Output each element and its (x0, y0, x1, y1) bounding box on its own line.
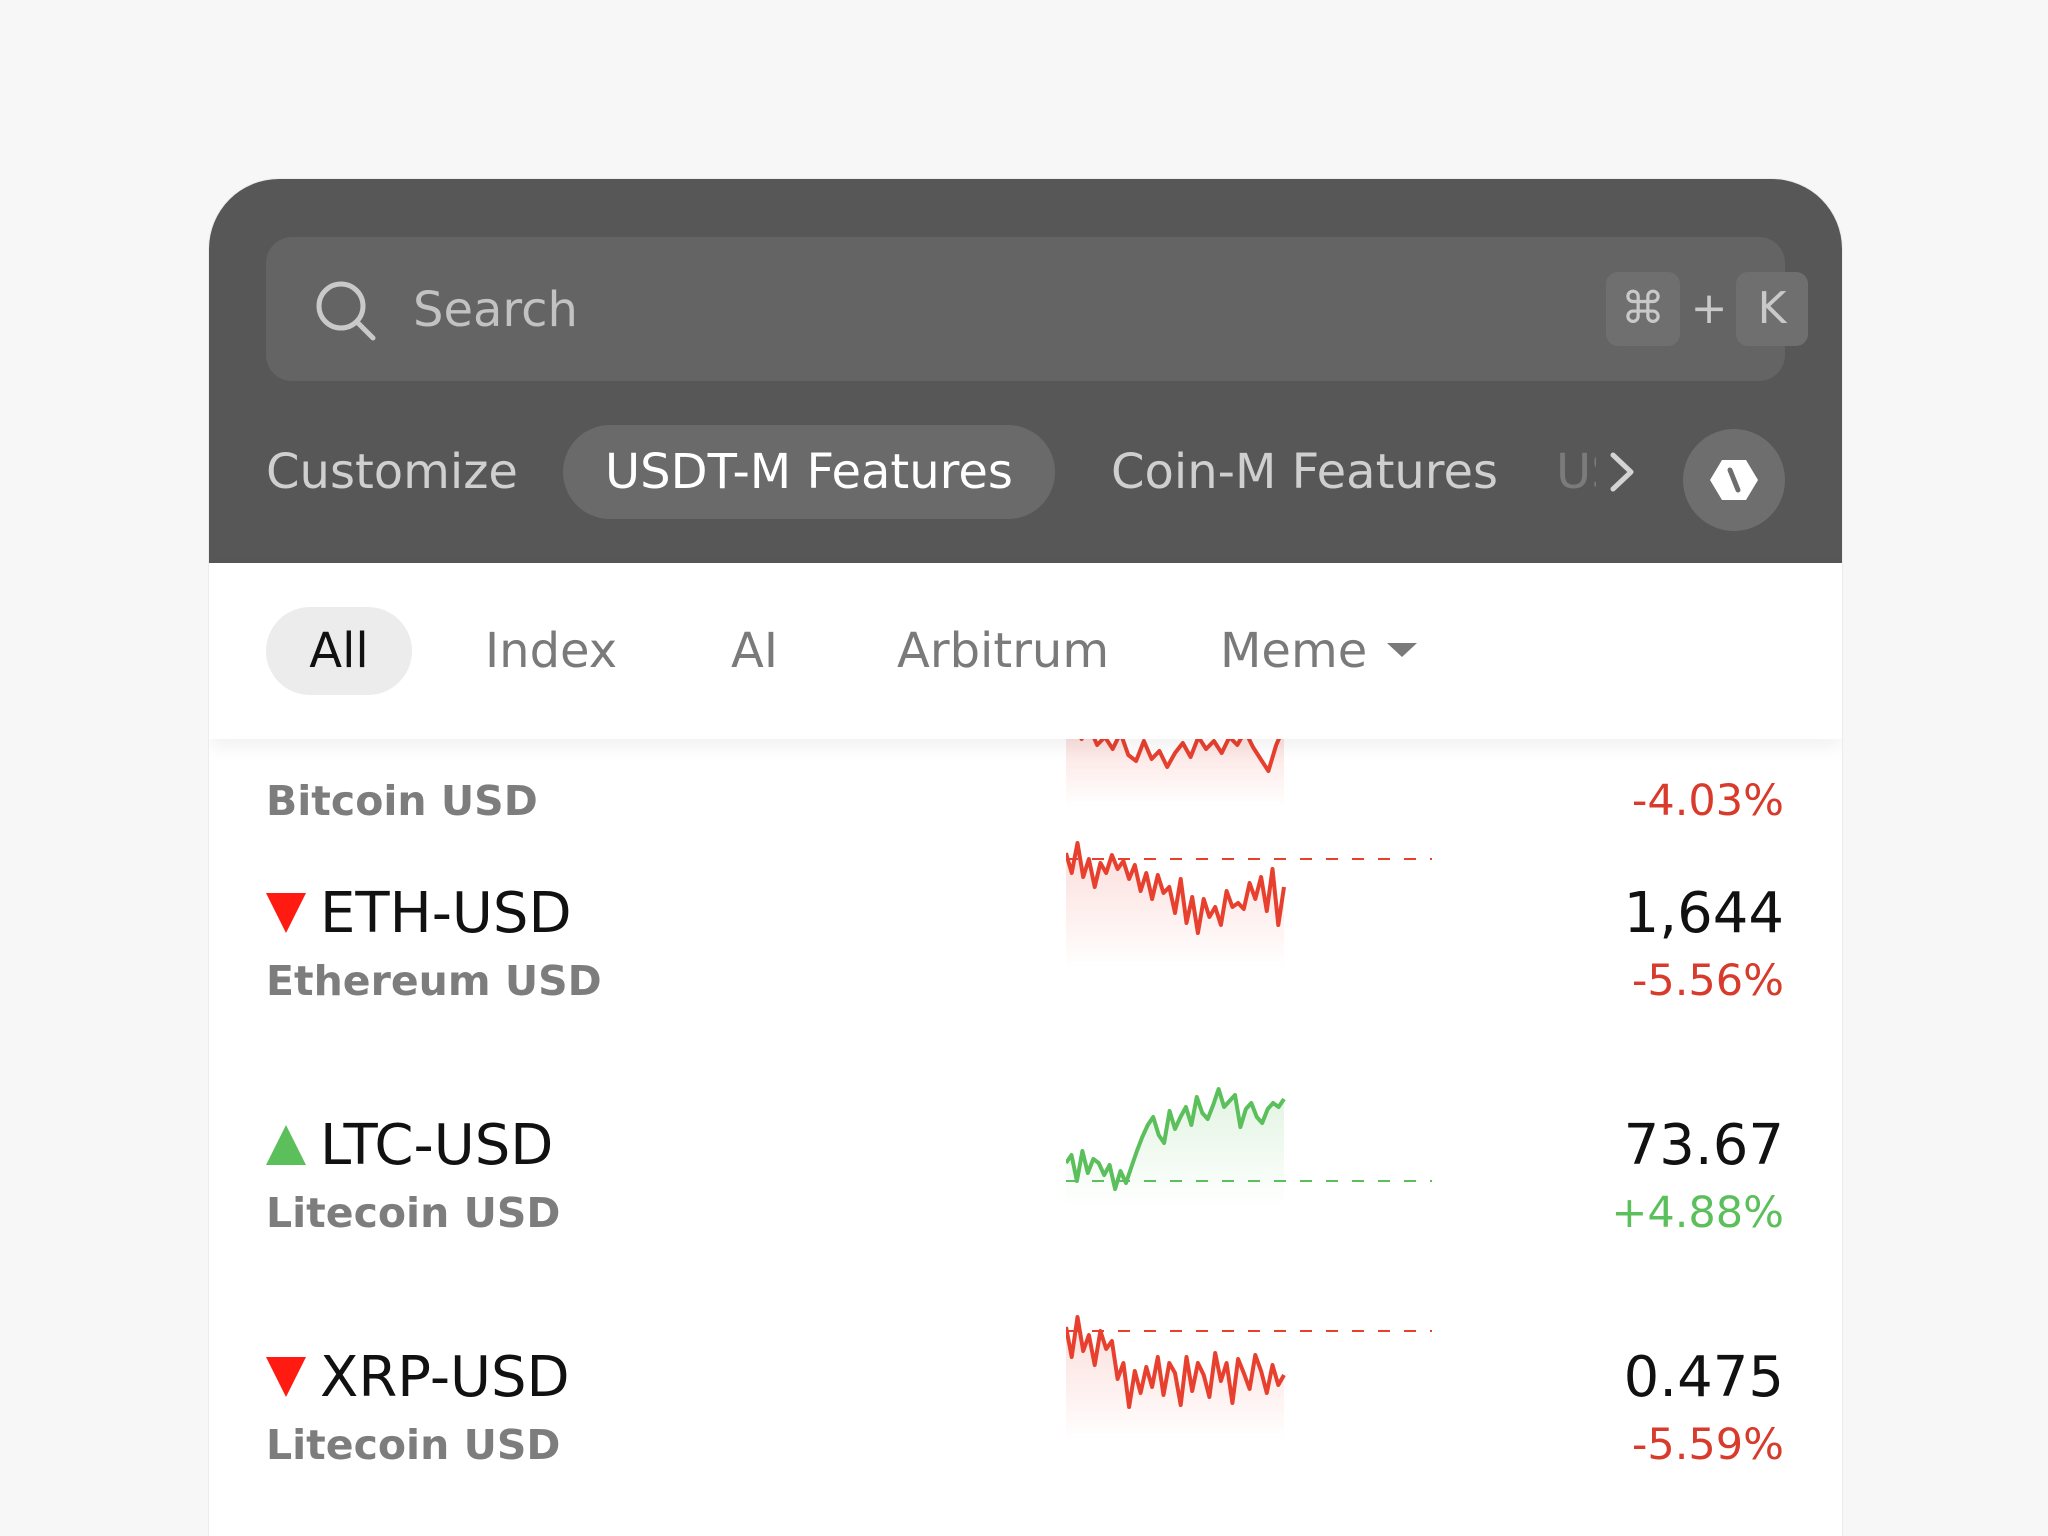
sparkline-area (1066, 843, 1284, 969)
market-name: Ethereum USD (266, 957, 602, 1005)
sparkline-chart (1066, 841, 1432, 969)
tab-customize[interactable]: Customize (266, 444, 518, 500)
trend-up-icon (266, 1124, 306, 1165)
filter-meme[interactable]: Meme (1220, 607, 1418, 695)
market-symbol: ETH-USD (266, 879, 572, 949)
market-symbol-label: ETH-USD (320, 881, 572, 946)
market-row[interactable]: Bitcoin USD -4.03% (209, 739, 1842, 899)
sparkline-line (1066, 1087, 1286, 1191)
trend-down-icon (266, 1356, 306, 1397)
chevron-right-icon[interactable] (1597, 447, 1647, 497)
market-change: -5.56% (1631, 956, 1784, 1006)
exchange-logo-icon (1710, 460, 1758, 500)
search-input[interactable] (411, 267, 1465, 353)
trend-down-icon (266, 892, 306, 933)
exchange-logo-button[interactable] (1683, 429, 1785, 531)
chevron-down-icon (1387, 643, 1418, 657)
filter-all[interactable]: All (266, 607, 412, 695)
filter-meme-label: Meme (1220, 623, 1368, 679)
filter-arbitrum[interactable]: Arbitrum (897, 623, 1110, 679)
market-row[interactable]: ETH-USD Ethereum USD 1,644 -5.56% (209, 841, 1842, 1111)
sparkline-line (1079, 739, 1281, 773)
market-tabs: Customize USDT-M Features Coin-M Feature… (209, 425, 1842, 519)
command-key-icon: ⌘ (1606, 272, 1680, 346)
category-filters: All Index AI Arbitrum Meme (209, 563, 1842, 739)
shortcut-key: K (1736, 272, 1808, 346)
market-name: Bitcoin USD (266, 777, 538, 825)
tab-coin-m-features[interactable]: Coin-M Features (1111, 444, 1499, 500)
market-name: Litecoin USD (266, 1189, 561, 1237)
market-symbol-label: XRP-USD (320, 1345, 570, 1410)
market-symbol-label: LTC-USD (320, 1113, 554, 1178)
tab-us-truncated[interactable]: US (1556, 444, 1596, 500)
market-change: +4.88% (1611, 1188, 1784, 1238)
market-price: 0.475 (1623, 1345, 1784, 1410)
market-symbol: XRP-USD (266, 1343, 570, 1413)
market-name: Litecoin USD (266, 1421, 561, 1469)
sparkline-chart (1066, 1087, 1432, 1207)
sparkline-area (1066, 739, 1284, 807)
market-row[interactable]: LTC-USD Litecoin USD 73.67 +4.88% (209, 1087, 1842, 1343)
filter-index[interactable]: Index (485, 623, 618, 679)
market-list: Bitcoin USD -4.03% ETH-USD Ethereum USD … (209, 739, 1842, 1536)
market-change: -4.03% (1631, 776, 1784, 826)
search-icon (316, 281, 376, 341)
sparkline-line (1066, 841, 1286, 935)
market-change: -5.59% (1631, 1420, 1784, 1470)
market-row[interactable]: XRP-USD Litecoin USD 0.475 -5.59% (209, 1315, 1842, 1536)
sparkline-line (1066, 1315, 1286, 1409)
market-symbol: LTC-USD (266, 1111, 553, 1181)
sparkline-chart (1066, 1315, 1432, 1441)
filter-ai[interactable]: AI (731, 623, 778, 679)
market-price: 1,644 (1623, 881, 1784, 946)
header: ⌘ + K Customize USDT-M Features Coin-M F… (209, 179, 1842, 563)
sparkline-chart (1066, 739, 1284, 807)
markets-card: ⌘ + K Customize USDT-M Features Coin-M F… (209, 179, 1842, 1536)
search-bar[interactable]: ⌘ + K (266, 237, 1808, 381)
tab-usdt-m-features[interactable]: USDT-M Features (563, 425, 1055, 519)
shortcut-plus: + (1690, 283, 1728, 334)
market-price: 73.67 (1623, 1113, 1784, 1178)
